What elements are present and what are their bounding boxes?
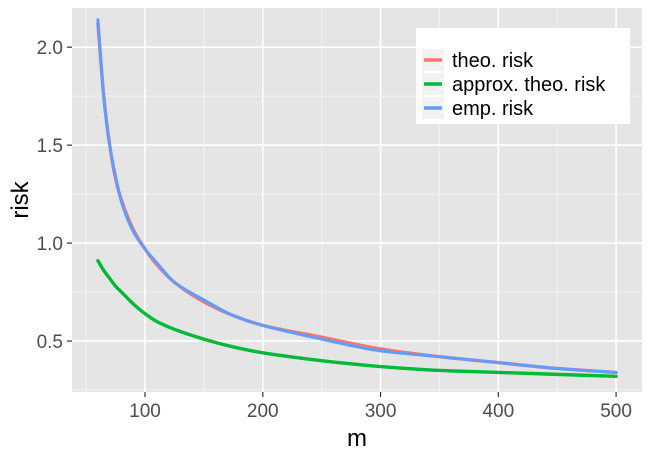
series-lines bbox=[96, 18, 618, 379]
legend-label: approx. theo. risk bbox=[452, 74, 606, 96]
legend-background bbox=[416, 28, 630, 124]
legend-label: theo. risk bbox=[452, 50, 534, 72]
x-tick-label: 300 bbox=[365, 401, 397, 422]
x-tick-label: 100 bbox=[129, 401, 161, 422]
y-axis-title: risk bbox=[7, 180, 34, 218]
x-tick-label: 400 bbox=[482, 401, 514, 422]
x-tick-label: 500 bbox=[600, 401, 632, 422]
y-tick-label: 1.0 bbox=[37, 234, 63, 255]
y-tick-label: 0.5 bbox=[37, 332, 63, 353]
y-tick-label: 1.5 bbox=[37, 136, 63, 157]
series-approx-theo-risk bbox=[96, 259, 618, 379]
y-tick-label: 2.0 bbox=[37, 38, 63, 59]
y-axis-ticks: 0.5 1.0 1.5 2.0 bbox=[37, 38, 72, 353]
major-gridlines bbox=[72, 8, 642, 392]
series-emp-risk bbox=[96, 18, 618, 374]
x-axis-title: m bbox=[347, 425, 367, 452]
x-tick-label: 200 bbox=[247, 401, 279, 422]
x-axis-ticks: 100 200 300 400 500 bbox=[129, 392, 632, 422]
legend-label: emp. risk bbox=[452, 98, 534, 120]
